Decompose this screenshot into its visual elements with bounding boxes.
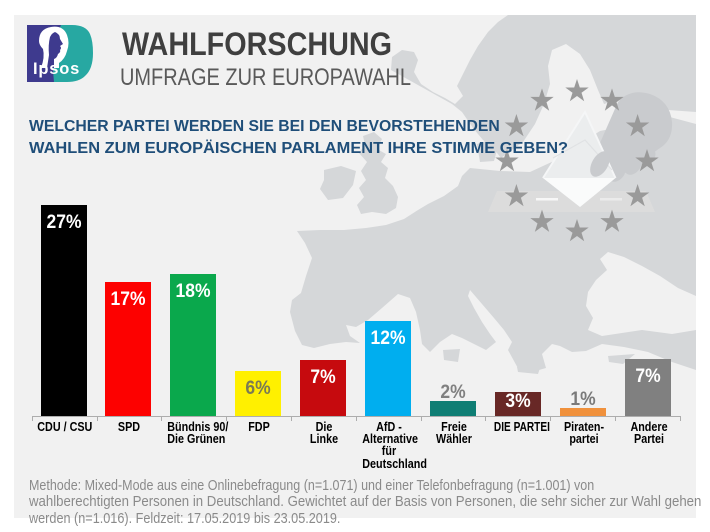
- svg-text:Ipsos: Ipsos: [33, 60, 80, 78]
